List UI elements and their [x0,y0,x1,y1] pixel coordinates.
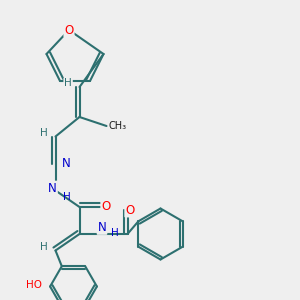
Text: N: N [61,157,70,170]
Text: N: N [98,221,106,234]
Text: H: H [64,78,72,88]
Text: O: O [101,200,110,214]
Text: CH₃: CH₃ [109,121,127,131]
Text: HO: HO [26,280,42,290]
Text: H: H [40,128,48,139]
Text: H: H [40,242,48,253]
Text: N: N [48,182,57,195]
Text: H: H [111,227,119,238]
Text: O: O [125,203,134,217]
Text: O: O [64,23,74,37]
Text: H: H [63,191,71,202]
